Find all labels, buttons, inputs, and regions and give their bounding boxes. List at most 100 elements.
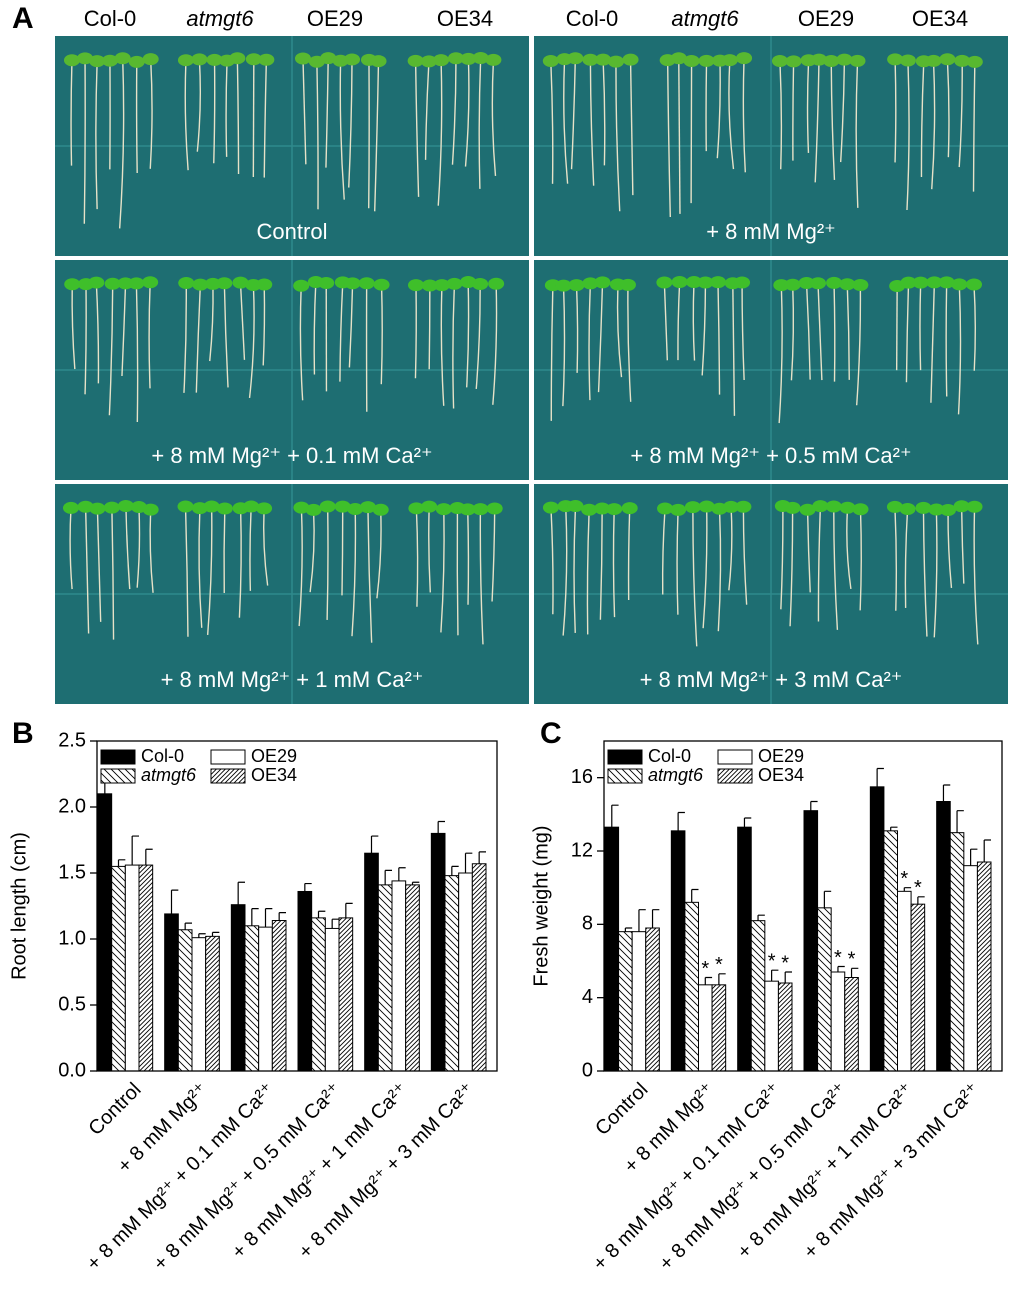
- genotype-label: atmgt6: [671, 6, 739, 31]
- error-bar: [718, 973, 726, 985]
- cotyledon: [89, 502, 106, 515]
- cotyledon: [245, 53, 262, 66]
- root: [464, 58, 470, 167]
- cotyledon: [683, 55, 700, 68]
- root: [922, 507, 928, 637]
- root: [262, 284, 266, 366]
- root: [701, 282, 707, 376]
- error-bar: [211, 931, 220, 937]
- y-tick-label: 2.5: [58, 729, 86, 751]
- legend-swatch: [607, 768, 643, 784]
- root: [223, 508, 226, 594]
- root: [789, 507, 794, 627]
- root: [627, 284, 632, 402]
- cotyledon: [542, 501, 559, 514]
- cotyledon: [784, 501, 801, 514]
- legend-swatch: [100, 768, 136, 784]
- root: [599, 508, 603, 620]
- significance-mark: *: [768, 950, 776, 972]
- significance-mark: *: [900, 868, 908, 890]
- cotyledon: [825, 500, 842, 513]
- bar: [618, 931, 633, 1072]
- cotyledon: [671, 276, 688, 289]
- root: [562, 285, 566, 407]
- error-bar: [264, 908, 273, 928]
- cotyledon: [319, 500, 336, 513]
- root: [778, 285, 783, 424]
- root: [135, 61, 138, 173]
- y-tick-label: 8: [582, 913, 593, 935]
- root: [692, 282, 696, 361]
- error-bar: [743, 817, 752, 828]
- root: [206, 506, 213, 636]
- root: [184, 60, 189, 171]
- root: [83, 58, 86, 224]
- root: [367, 507, 373, 643]
- root: [814, 59, 820, 183]
- root: [933, 509, 938, 638]
- error-bar: [837, 965, 845, 972]
- bar: [737, 826, 752, 1072]
- root: [467, 509, 470, 605]
- cotyledon: [177, 54, 194, 67]
- cotyledon: [734, 276, 751, 289]
- condition-label: + 8 mM Mg²⁺ + 0.5 mM Ca²⁺: [630, 443, 911, 468]
- cotyledon: [966, 55, 983, 68]
- significance-mark: *: [834, 947, 842, 969]
- cotyledon: [103, 501, 120, 514]
- cotyledon: [373, 278, 390, 291]
- root: [946, 59, 950, 158]
- cotyledon: [104, 277, 121, 290]
- root: [702, 506, 708, 629]
- bar: [711, 984, 727, 1072]
- legend-label: Col-0: [141, 746, 184, 766]
- root: [125, 506, 131, 590]
- bar: [338, 917, 354, 1072]
- error-bar: [370, 835, 379, 854]
- root: [904, 508, 909, 608]
- cotyledon: [142, 276, 159, 289]
- root: [414, 285, 417, 379]
- cotyledon: [320, 52, 337, 65]
- cotyledon: [735, 500, 752, 513]
- bar: [191, 937, 207, 1072]
- error-bar: [170, 889, 179, 914]
- root: [456, 508, 459, 636]
- bar: [604, 826, 620, 1072]
- cotyledon: [203, 500, 220, 513]
- root: [894, 59, 897, 163]
- root: [249, 506, 252, 591]
- cotyledon: [621, 502, 638, 515]
- cotyledon: [926, 276, 943, 289]
- cotyledon: [925, 54, 942, 67]
- root: [95, 61, 98, 210]
- cotyledon: [606, 503, 623, 516]
- bar: [458, 872, 473, 1072]
- cotyledon: [62, 501, 79, 514]
- significance-mark: *: [848, 949, 856, 971]
- bar: [698, 984, 713, 1072]
- cotyledon: [472, 503, 489, 516]
- error-bar: [478, 851, 486, 864]
- root: [780, 506, 784, 610]
- error-bar: [198, 933, 206, 938]
- error-bar: [411, 881, 420, 885]
- cotyledon: [347, 503, 364, 516]
- error-bar: [437, 820, 445, 834]
- root: [348, 283, 354, 368]
- root: [677, 281, 681, 361]
- cotyledon: [670, 52, 687, 65]
- root: [198, 508, 203, 628]
- root: [149, 509, 154, 593]
- root: [960, 506, 965, 584]
- error-bar: [651, 909, 660, 928]
- root: [84, 284, 87, 395]
- root: [728, 60, 735, 170]
- root: [741, 282, 745, 381]
- legend-swatch: [210, 768, 246, 784]
- cotyledon: [939, 53, 956, 66]
- error-bar: [850, 967, 859, 978]
- root: [351, 509, 357, 637]
- error-bar: [398, 867, 406, 881]
- root: [905, 282, 910, 383]
